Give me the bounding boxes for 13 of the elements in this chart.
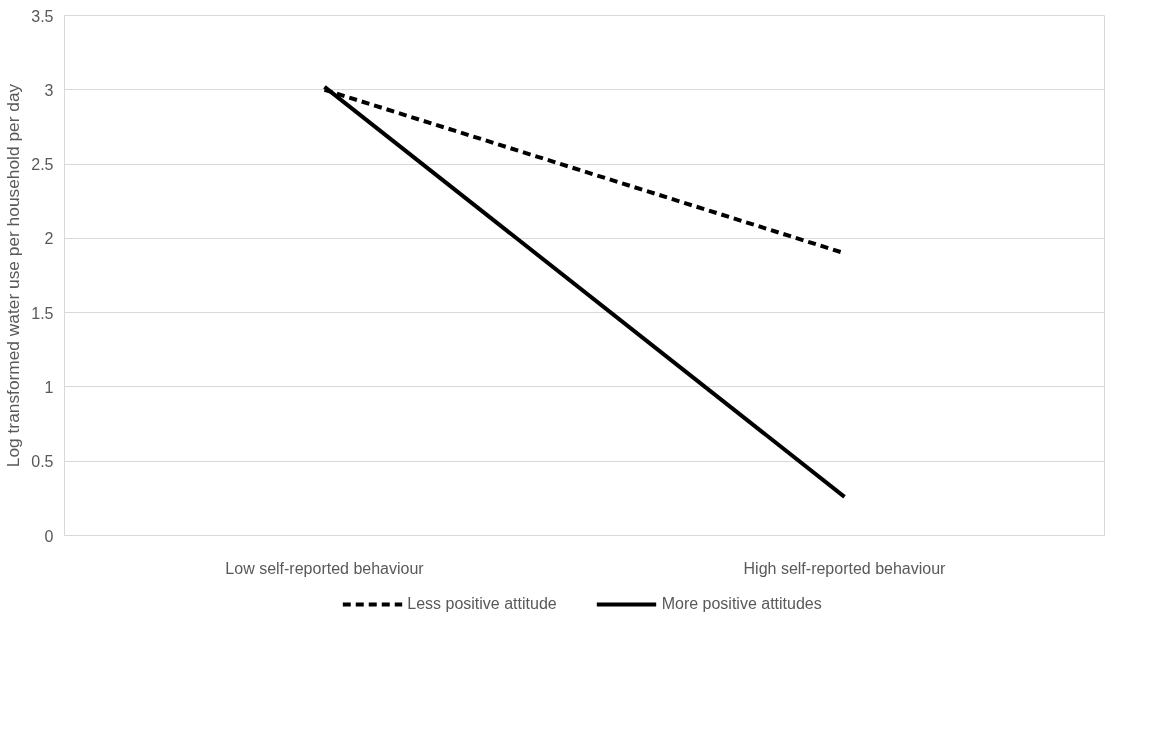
y-tick-label: 3 bbox=[44, 81, 54, 99]
y-tick-label: 2 bbox=[44, 230, 54, 248]
y-tick-label: 1 bbox=[44, 378, 54, 396]
y-tick-label: 0 bbox=[44, 527, 54, 545]
x-tick-label: Low self-reported behaviour bbox=[225, 559, 425, 577]
y-tick-label: 3.5 bbox=[31, 7, 54, 25]
legend-label: More positive attitudes bbox=[661, 595, 822, 613]
y-tick-label: 2.5 bbox=[31, 156, 54, 174]
legend-label: Less positive attitude bbox=[407, 595, 557, 613]
y-tick-label: 0.5 bbox=[31, 453, 54, 471]
x-tick-label: High self-reported behaviour bbox=[743, 559, 947, 577]
y-axis-title: Log transformed water use per household per day bbox=[3, 83, 24, 468]
y-tick-label: 1.5 bbox=[31, 304, 54, 322]
